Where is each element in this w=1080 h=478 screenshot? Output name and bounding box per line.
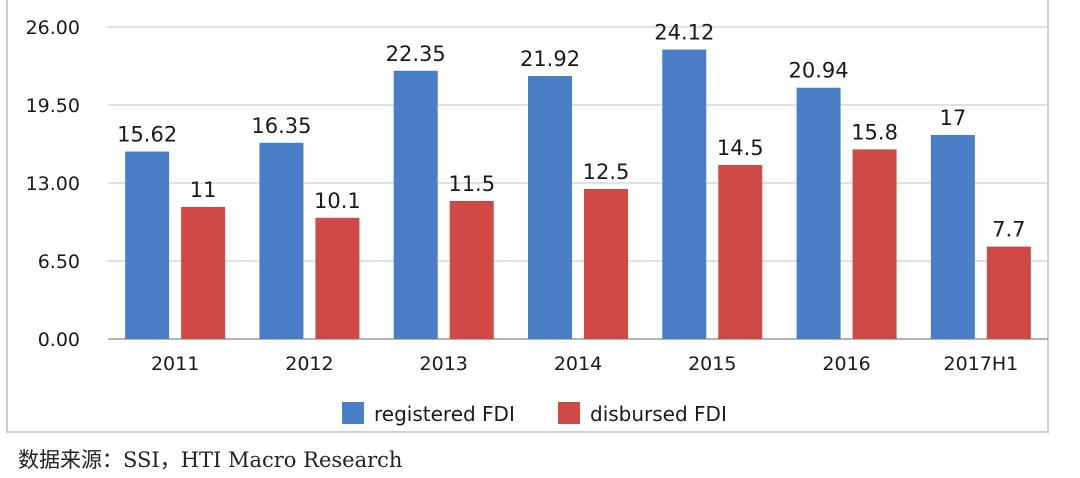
- legend-label: registered FDI: [374, 402, 515, 426]
- x-tick-label: 2016: [822, 353, 870, 375]
- data-label: 14.5: [717, 136, 764, 160]
- bar-disbursed: [986, 246, 1031, 339]
- bar-disbursed: [584, 189, 628, 339]
- data-label: 20.94: [789, 59, 849, 83]
- x-tick-label: 2013: [420, 353, 468, 375]
- bar-registered: [393, 70, 438, 340]
- x-tick-label: 2012: [285, 353, 333, 375]
- source-note: 数据来源：SSI，HTI Macro Research: [18, 448, 403, 472]
- bar-registered: [796, 87, 841, 339]
- legend-swatch: [558, 402, 580, 424]
- bar-disbursed: [449, 201, 494, 339]
- data-label: 22.35: [386, 42, 446, 66]
- y-tick-label: 19.50: [26, 95, 80, 117]
- bar-disbursed: [852, 149, 897, 339]
- y-tick-label: 26.00: [26, 17, 80, 39]
- y-tick-label: 13.00: [26, 173, 80, 195]
- bar-disbursed: [718, 165, 763, 339]
- y-tick-label: 0.00: [38, 329, 80, 351]
- y-tick-label: 6.50: [38, 251, 80, 273]
- bar-disbursed: [181, 207, 226, 339]
- x-tick-label: 2014: [554, 353, 602, 375]
- data-label: 7.7: [992, 218, 1025, 242]
- x-tick-label: 2015: [688, 353, 736, 375]
- data-label: 12.5: [583, 160, 630, 184]
- bar-registered: [125, 151, 170, 339]
- data-label: 15.62: [117, 123, 177, 147]
- data-label: 10.1: [314, 189, 361, 213]
- x-tick-label: 2017H1: [943, 353, 1018, 375]
- bar-registered: [930, 135, 975, 339]
- x-tick-label: 2011: [151, 353, 199, 375]
- bar-disbursed: [315, 217, 360, 339]
- bar-registered: [528, 75, 572, 340]
- legend-label: disbursed FDI: [590, 402, 727, 426]
- data-label: 16.35: [251, 114, 311, 138]
- data-label: 24.12: [654, 21, 714, 45]
- data-label: 15.8: [851, 120, 898, 144]
- data-label: 21.92: [520, 47, 580, 71]
- data-label: 11.5: [448, 172, 495, 196]
- bar-registered: [259, 142, 304, 339]
- bar-chart: 0.00 6.50 13.00 19.50 26.00 2011 2012 2013 2014 2…: [26, 17, 1048, 426]
- data-label: 17: [939, 106, 966, 130]
- data-label: 11: [190, 178, 217, 202]
- bar-registered: [662, 49, 707, 340]
- legend-swatch: [342, 402, 364, 424]
